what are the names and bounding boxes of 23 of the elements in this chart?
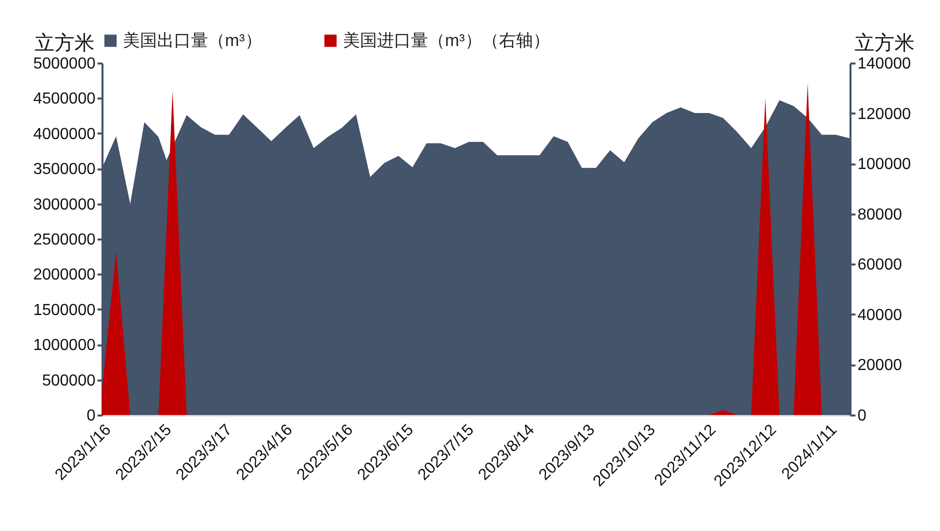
y-tick-label: 500000 — [42, 372, 96, 390]
y-tick-label: 2000000 — [33, 266, 96, 284]
y2-tick-label: 100000 — [858, 156, 911, 174]
legend-label: 美国出口量（m³） — [123, 30, 262, 50]
y-tick-label: 4000000 — [33, 126, 96, 143]
y2-tick-label: 60000 — [858, 256, 902, 274]
legend-label: 美国进口量（m³）（右轴） — [343, 30, 550, 50]
y2-tick-label: 120000 — [858, 106, 911, 123]
y2-tick-label: 20000 — [858, 357, 902, 374]
y-tick-label: 1500000 — [33, 302, 96, 319]
y-tick-label: 1000000 — [33, 337, 96, 354]
y-tick-label: 3500000 — [33, 161, 96, 178]
y-axis-title: 立方米 — [34, 32, 94, 54]
y-tick-label: 2500000 — [33, 232, 96, 248]
y2-tick-label: 40000 — [858, 306, 902, 324]
y2-tick-label: 140000 — [858, 56, 911, 72]
y2-tick-label: 80000 — [858, 206, 902, 224]
y-tick-label: 3000000 — [33, 196, 96, 214]
y-tick-label: 0 — [86, 408, 96, 424]
y-tick-label: 4500000 — [33, 90, 96, 108]
y2-axis-title: 立方米 — [854, 32, 914, 54]
y2-tick-label: 0 — [858, 408, 866, 424]
y-tick-label: 5000000 — [33, 56, 96, 72]
